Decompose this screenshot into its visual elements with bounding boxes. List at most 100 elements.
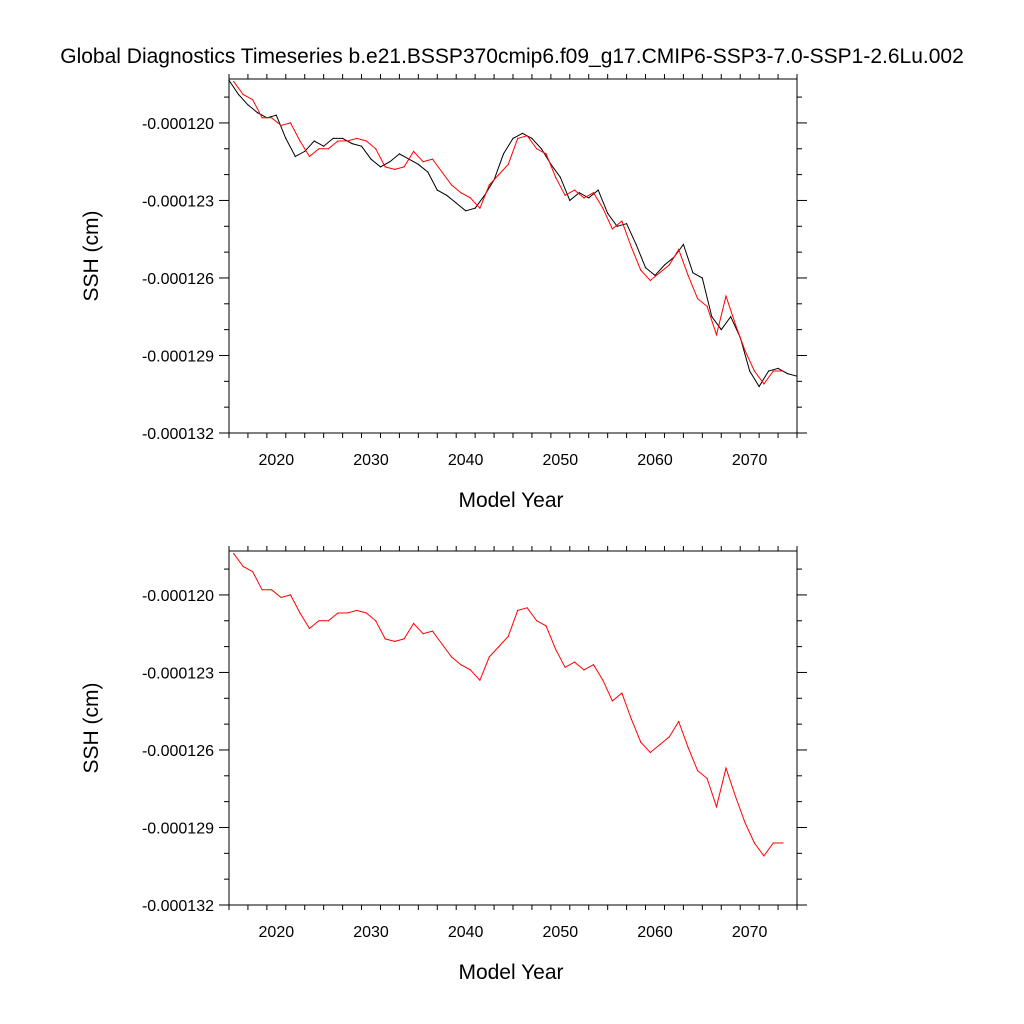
x-axis-label: Model Year <box>458 489 563 512</box>
data-point <box>346 140 348 142</box>
data-point <box>413 150 415 152</box>
data-point <box>678 248 680 251</box>
data-point <box>289 594 292 596</box>
data-point <box>498 646 500 648</box>
data-point <box>299 612 301 614</box>
data-point <box>271 117 273 119</box>
data-point <box>573 189 576 191</box>
y-axis-label: SSH (cm) <box>80 211 103 302</box>
data-point <box>394 168 396 170</box>
x-tick-label: 2030 <box>353 924 389 941</box>
data-point <box>384 166 386 168</box>
data-point <box>555 648 557 650</box>
data-point <box>583 197 585 199</box>
chart-panel-bottom: 2020 2030 2040 2050 2060 2070 -0.000132 -0.0001… <box>80 546 807 984</box>
data-point <box>744 349 746 351</box>
data-point <box>663 264 666 266</box>
data-point <box>413 622 415 625</box>
data-point <box>782 370 784 372</box>
data-point <box>431 158 434 160</box>
data-point <box>753 842 756 844</box>
data-point <box>247 104 249 106</box>
data-point <box>351 143 353 145</box>
x-tick-label: 2070 <box>732 924 768 941</box>
data-point <box>725 295 727 297</box>
data-point <box>649 751 651 754</box>
data-point <box>701 277 703 279</box>
data-point <box>644 267 647 269</box>
data-point <box>540 148 543 150</box>
data-point <box>356 609 358 612</box>
data-point <box>583 669 585 671</box>
data-point <box>323 145 325 147</box>
data-point <box>725 767 727 769</box>
data-point <box>394 640 396 643</box>
data-point <box>687 274 689 276</box>
y-tick-label: -0.000132 <box>142 898 214 915</box>
data-point <box>749 370 751 372</box>
data-point <box>545 625 547 627</box>
data-point <box>479 207 481 209</box>
data-point <box>342 137 344 139</box>
data-point <box>337 612 339 614</box>
data-point <box>763 383 765 385</box>
data-point <box>730 316 732 318</box>
data-point <box>597 189 599 191</box>
data-point <box>682 243 685 245</box>
data-point <box>389 161 391 163</box>
data-point <box>668 736 670 738</box>
series-line-monthly <box>228 80 798 388</box>
y-tick-label: -0.000129 <box>142 820 214 837</box>
data-point <box>654 274 656 276</box>
data-point <box>678 720 680 723</box>
data-point <box>252 571 254 573</box>
x-tick-label: 2050 <box>543 452 579 469</box>
data-point <box>573 661 576 663</box>
data-point <box>233 81 235 83</box>
y-tick-label: -0.000123 <box>142 193 214 210</box>
data-point <box>777 367 779 369</box>
data-point <box>536 620 538 622</box>
data-point <box>588 197 590 199</box>
data-point <box>706 777 708 780</box>
data-point <box>398 153 400 155</box>
data-point <box>592 192 595 194</box>
data-point <box>507 635 509 637</box>
data-point <box>659 272 661 274</box>
x-tick-label: 2020 <box>259 924 295 941</box>
data-point <box>327 148 329 150</box>
data-point <box>237 93 240 96</box>
data-point <box>602 207 604 209</box>
figure-title: Global Diagnostics Timeseries b.e21.BSSP… <box>60 45 964 68</box>
y-axis-label: SSH (cm) <box>80 683 103 774</box>
data-point <box>299 140 301 142</box>
data-point <box>308 627 311 630</box>
data-point <box>611 700 614 702</box>
y-tick-label: -0.000126 <box>142 271 214 288</box>
y-tick-label: -0.000132 <box>142 426 214 443</box>
data-point <box>786 373 789 375</box>
data-point <box>734 323 737 326</box>
data-point <box>711 316 713 318</box>
data-point <box>734 795 737 798</box>
data-point <box>630 246 632 248</box>
x-axis-label: Model Year <box>458 961 563 984</box>
data-point <box>715 806 718 808</box>
data-point <box>488 184 490 186</box>
x-tick-label: 2030 <box>353 452 389 469</box>
data-point <box>697 770 699 772</box>
data-point <box>772 370 774 372</box>
x-tick-label: 2040 <box>448 924 484 941</box>
data-point <box>441 171 443 173</box>
data-point <box>474 207 476 209</box>
data-point <box>256 112 258 114</box>
y-tick-label: -0.000126 <box>142 743 214 760</box>
data-point <box>692 272 694 274</box>
data-point <box>706 305 708 307</box>
data-point <box>521 132 524 134</box>
data-point <box>526 135 528 137</box>
data-point <box>479 679 481 681</box>
data-point <box>507 163 509 165</box>
data-point <box>555 176 557 178</box>
